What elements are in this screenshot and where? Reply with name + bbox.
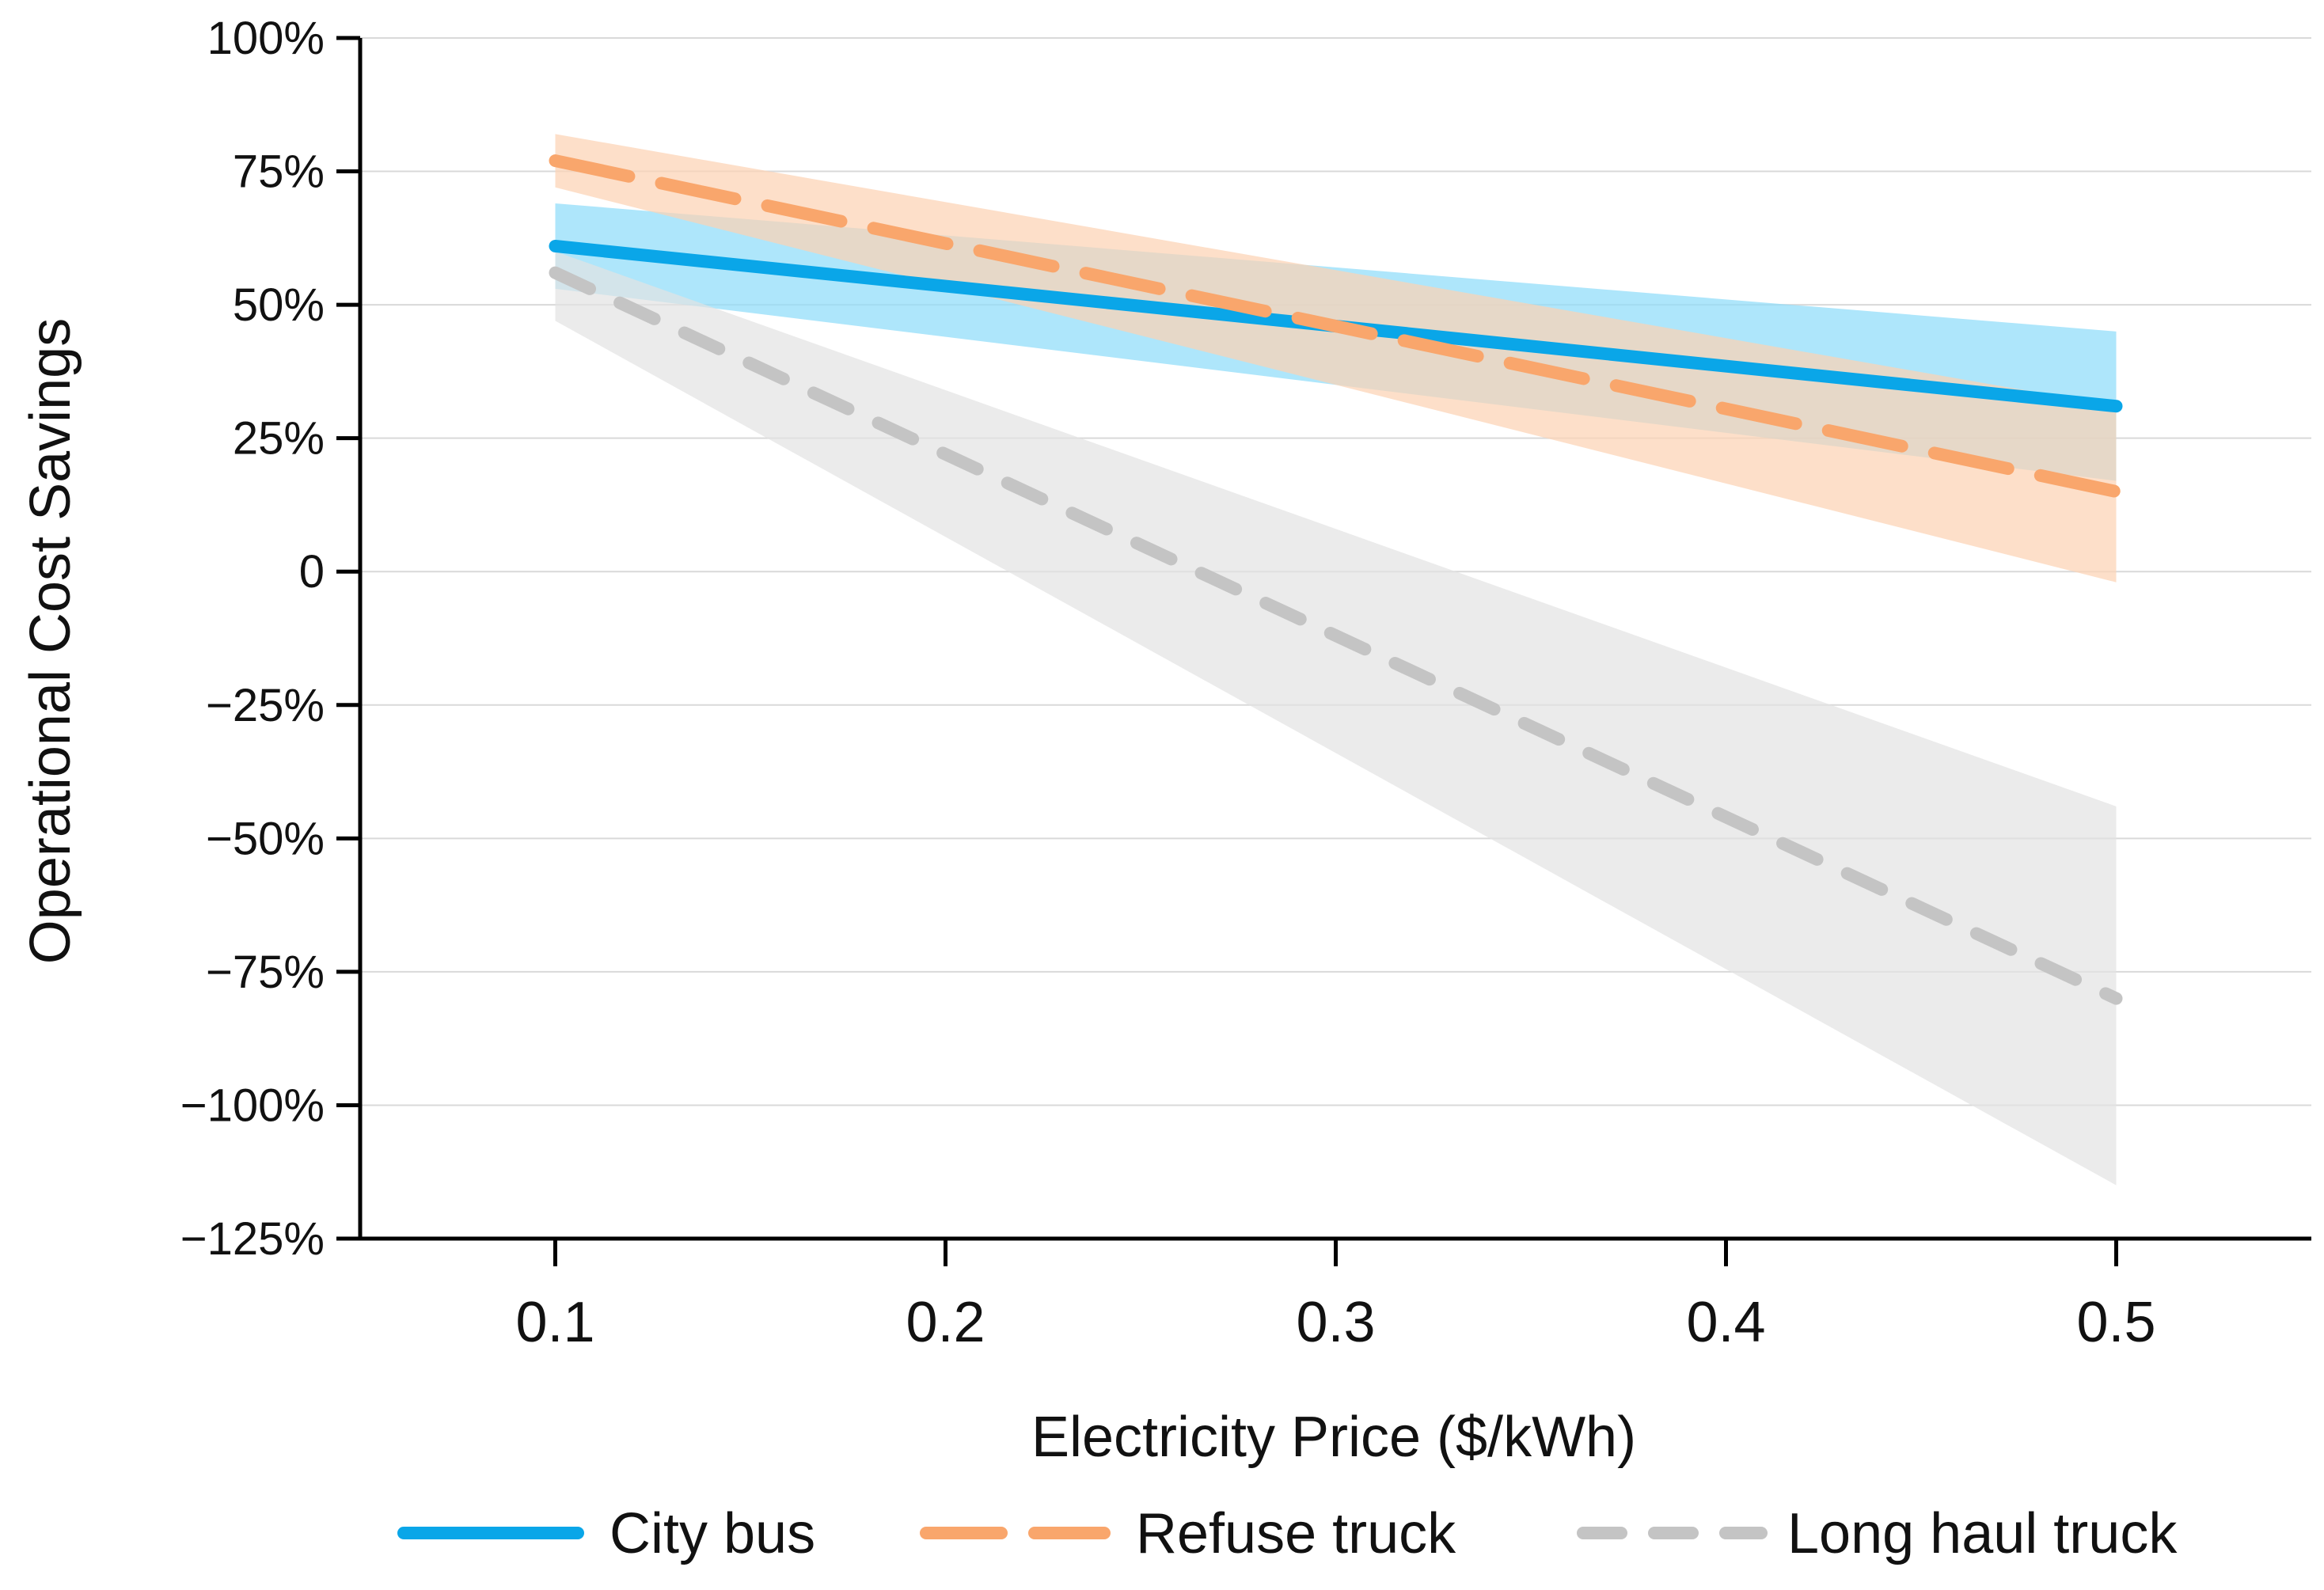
- legend-label-2: Refuse truck: [1136, 1502, 1456, 1565]
- x-axis-title: Electricity Price ($/kWh): [1031, 1406, 1636, 1469]
- legend-label-3: Long haul truck: [1787, 1502, 2178, 1565]
- x-tick-label: 0.4: [1686, 1291, 1765, 1354]
- y-tick-label: 0: [299, 546, 325, 598]
- series-line-3: [549, 266, 2123, 1005]
- y-tick-label: −25%: [206, 680, 325, 731]
- y-axis-ticks: −125% −100% −75% −50% −25% 0 25% 50% 75% 100%: [180, 13, 360, 1265]
- confidence-bands: [555, 134, 2117, 1186]
- confidence-band-3: [555, 251, 2117, 1186]
- x-tick-label: 0.1: [515, 1291, 594, 1354]
- y-tick-label: 100%: [207, 13, 325, 64]
- x-tick-label: 0.2: [906, 1291, 985, 1354]
- series-lines: [549, 154, 2123, 1005]
- x-tick-label: 0.3: [1296, 1291, 1375, 1354]
- y-tick-label: −50%: [206, 813, 325, 864]
- y-tick-label: 75%: [233, 146, 325, 198]
- x-tick-label: 0.5: [2076, 1291, 2155, 1354]
- x-axis-ticks: 0.1 0.2 0.3 0.4 0.5: [515, 1239, 2156, 1354]
- y-tick-label: −125%: [180, 1213, 325, 1265]
- y-axis-title: Operational Cost Savings: [19, 318, 82, 964]
- legend: City bus Refuse truck Long haul truck: [397, 1502, 2178, 1565]
- y-tick-label: −100%: [180, 1080, 325, 1131]
- y-tick-label: 25%: [233, 413, 325, 465]
- series-line-2: [549, 154, 2123, 499]
- y-tick-label: −75%: [206, 947, 325, 998]
- legend-label-1: City bus: [609, 1502, 815, 1565]
- y-tick-label: 50%: [233, 279, 325, 331]
